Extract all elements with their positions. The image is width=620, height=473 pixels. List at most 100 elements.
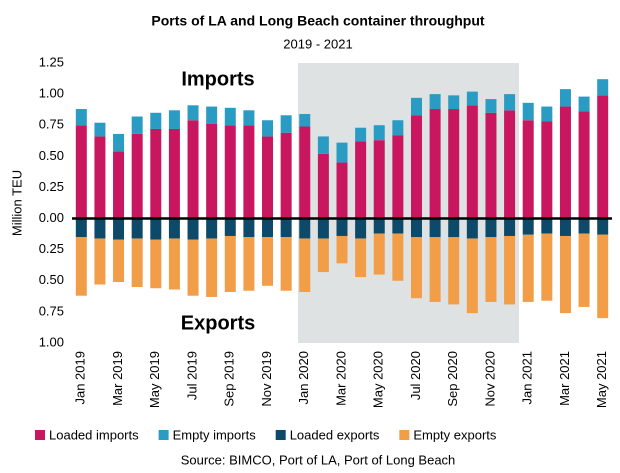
bar-segment <box>280 115 292 133</box>
bar-segment <box>224 235 236 292</box>
bar-segment <box>355 218 367 239</box>
bar-segment <box>578 111 590 219</box>
bar-segment <box>448 237 460 305</box>
y-tick-label: 1.25 <box>39 54 64 69</box>
bar-segment <box>410 218 422 238</box>
x-tick-label: Mar 2020 <box>333 351 348 406</box>
bar-segment <box>392 233 404 281</box>
bar-segment <box>504 218 516 236</box>
bar-segment <box>578 233 590 307</box>
bar-segment <box>541 121 553 219</box>
bar-segment <box>243 125 255 219</box>
bar-segment <box>317 136 329 154</box>
bar-segment <box>150 128 162 219</box>
bar-segment <box>168 110 180 129</box>
legend-swatch <box>275 430 286 440</box>
bar-segment <box>262 237 274 286</box>
bar-segment <box>485 112 497 219</box>
bar-segment <box>75 125 87 219</box>
bar-segment <box>299 114 311 127</box>
bar-segment <box>75 237 87 296</box>
y-tick-label: 0.25 <box>39 179 64 194</box>
bar-segment <box>317 238 329 273</box>
bar-segment <box>206 106 218 124</box>
bar-segment <box>75 109 87 126</box>
bar-segment <box>150 239 162 289</box>
bar-segment <box>243 110 255 126</box>
legend-swatch <box>158 430 169 440</box>
bar-segment <box>280 237 292 291</box>
bar-segment <box>168 238 180 290</box>
bar-segment <box>541 233 553 301</box>
bar-segment <box>224 107 236 126</box>
bar-segment <box>448 109 460 219</box>
bar-segment <box>317 153 329 219</box>
highlight-band <box>298 63 519 343</box>
y-tick-label: 0.00 <box>39 210 64 225</box>
bar-segment <box>355 127 367 142</box>
bar-segment <box>559 235 571 314</box>
x-tick-label: Jul 2019 <box>184 351 199 400</box>
bar-segment <box>262 136 274 219</box>
legend-label: Empty exports <box>413 427 497 442</box>
x-tick-label: May 2019 <box>147 351 162 408</box>
bar-segment <box>131 218 143 239</box>
bar-segment <box>317 218 329 239</box>
bar-segment <box>131 116 143 134</box>
y-tick-label: 0.25 <box>39 241 64 256</box>
bar-segment <box>410 97 422 116</box>
bar-segment <box>541 106 553 122</box>
bar-segment <box>392 135 404 219</box>
bar-segment <box>187 218 199 240</box>
bar-segment <box>168 218 180 239</box>
bar-segment <box>429 109 441 219</box>
y-tick-label: 1.00 <box>39 334 64 349</box>
bar-segment <box>597 234 609 319</box>
bar-segment <box>559 89 571 107</box>
bar-segment <box>429 218 441 238</box>
bar-segment <box>466 105 478 219</box>
bar-segment <box>224 218 236 236</box>
y-tick-label: 0.50 <box>39 272 64 287</box>
bar-segment <box>597 79 609 96</box>
bar-segment <box>280 132 292 219</box>
bar-segment <box>466 238 478 314</box>
x-tick-label: Nov 2019 <box>259 351 274 407</box>
bar-segment <box>541 218 553 234</box>
y-tick-label: 0.50 <box>39 148 64 163</box>
bar-segment <box>466 218 478 239</box>
bar-segment <box>113 151 125 219</box>
bar-segment <box>504 110 516 219</box>
bar-segment <box>429 94 441 110</box>
bar-segment <box>485 99 497 113</box>
bar-segment <box>522 102 534 121</box>
bar-segment <box>578 96 590 112</box>
bar-segment <box>299 218 311 239</box>
bar-segment <box>150 218 162 240</box>
y-tick-label: 0.75 <box>39 117 64 132</box>
bar-segment <box>187 120 199 219</box>
bar-segment <box>113 133 125 152</box>
bar-segment <box>243 218 255 238</box>
bar-segment <box>262 218 274 238</box>
bar-segment <box>336 218 348 236</box>
bar-segment <box>410 237 422 299</box>
legend-swatch <box>399 430 410 440</box>
bar-segment <box>429 237 441 302</box>
x-tick-label: Jan 2019 <box>73 351 88 405</box>
bar-segment <box>336 142 348 163</box>
annotation: Imports <box>181 68 254 90</box>
bar-segment <box>94 238 106 285</box>
bar-segment <box>94 122 106 137</box>
bar-segment <box>373 140 385 219</box>
bar-segment <box>448 95 460 110</box>
bar-segment <box>392 120 404 136</box>
bar-segment <box>75 218 87 238</box>
bar-segment <box>206 238 218 297</box>
x-tick-label: May 2020 <box>371 351 386 408</box>
bar-segment <box>94 218 106 239</box>
x-tick-label: Nov 2020 <box>482 351 497 407</box>
bar-segment <box>206 218 218 239</box>
bar-segment <box>504 94 516 111</box>
bar-segment <box>559 106 571 219</box>
